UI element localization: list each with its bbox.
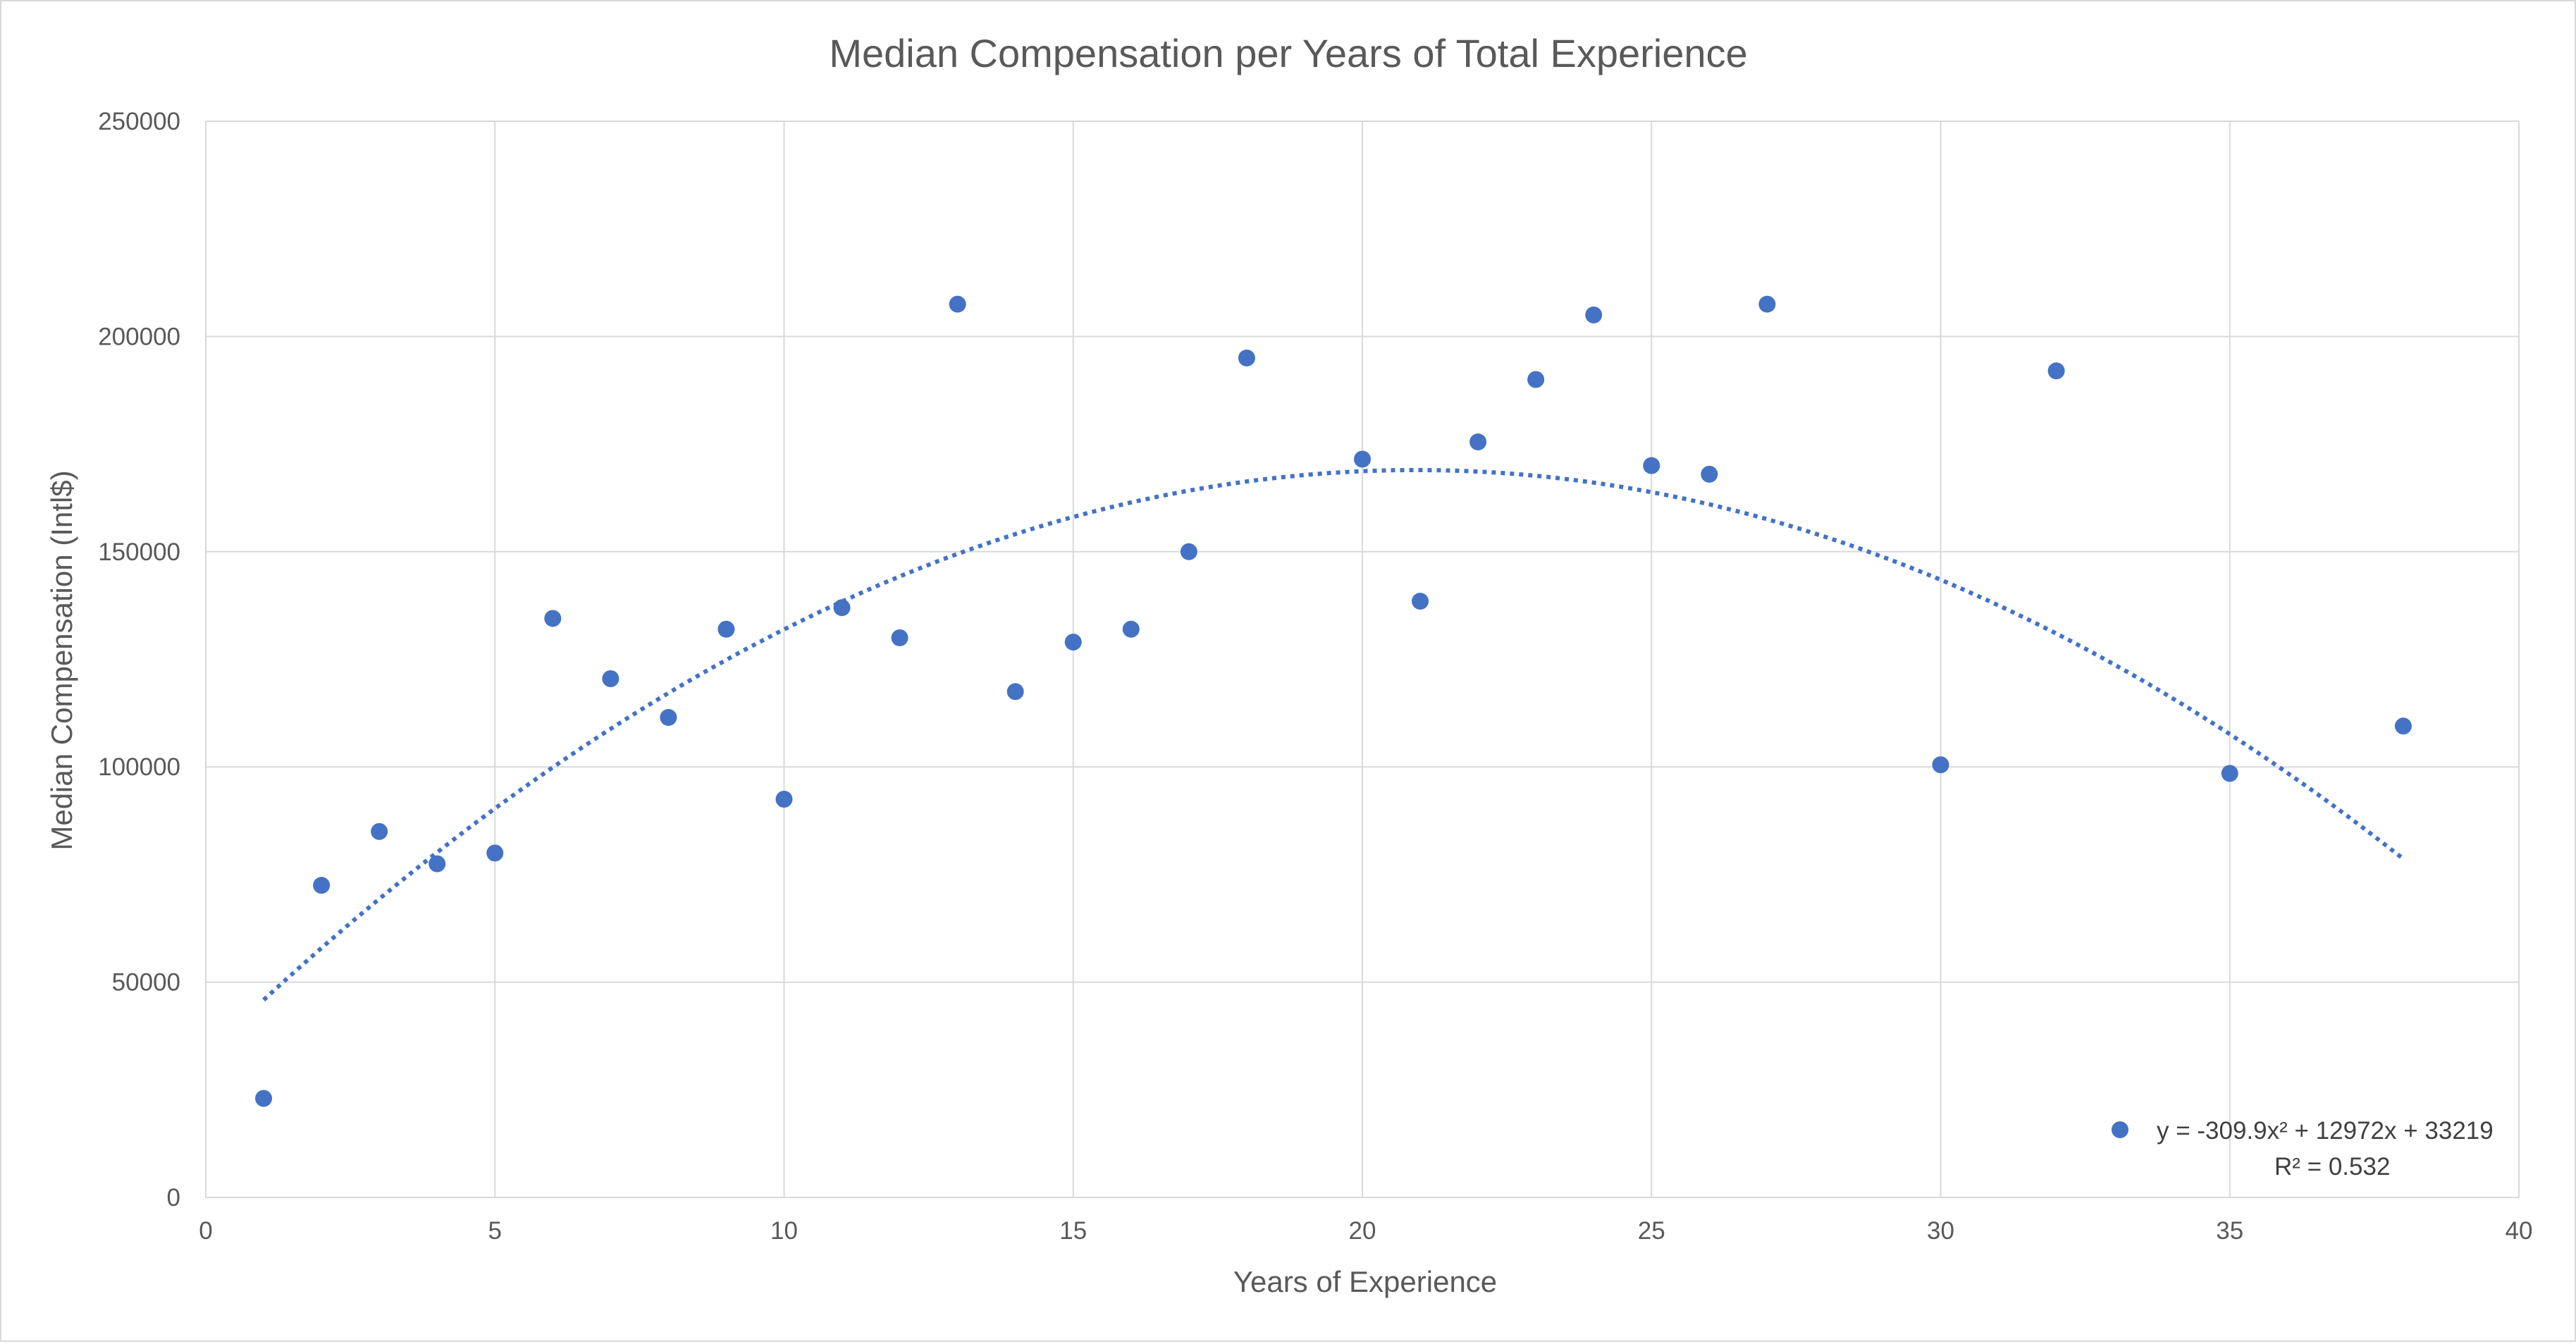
x-tick-label: 10: [770, 1217, 798, 1245]
legend-equation: y = -309.9x² + 12972x + 33219: [2157, 1117, 2494, 1145]
data-point: [313, 877, 331, 894]
data-point: [1527, 371, 1545, 388]
legend-r-squared: R² = 0.532: [2274, 1153, 2390, 1180]
legend: y = -309.9x² + 12972x + 33219 R² = 0.532: [2112, 1117, 2494, 1180]
legend-marker: [2112, 1121, 2128, 1138]
data-point: [1006, 683, 1024, 701]
data-point: [833, 599, 851, 617]
data-point: [255, 1090, 273, 1107]
x-tick-label: 30: [1927, 1217, 1954, 1245]
data-point: [949, 295, 966, 313]
data-point: [1643, 457, 1660, 474]
data-point: [1122, 620, 1140, 638]
x-tick-label: 5: [488, 1217, 502, 1245]
data-points: [255, 295, 2412, 1107]
trendline-layer: [262, 468, 2405, 1002]
x-tick-label: 25: [1638, 1217, 1665, 1245]
data-point: [486, 844, 504, 862]
data-point: [1469, 433, 1487, 451]
trendline: [262, 468, 2405, 1002]
data-point: [1180, 543, 1197, 560]
y-tick-label: 250000: [98, 108, 180, 135]
data-point: [1585, 306, 1603, 323]
y-tick-label: 150000: [98, 538, 180, 566]
data-point: [544, 610, 562, 627]
y-tick-label: 50000: [112, 969, 180, 997]
x-axis-tick-labels: 0 5 10 15 20 25 30 35 40: [199, 1217, 2532, 1245]
data-point: [1758, 295, 1776, 313]
data-point: [660, 708, 677, 726]
gridlines: [205, 121, 2520, 1198]
x-axis-title: Years of Experience: [1233, 1265, 1497, 1298]
y-axis-tick-labels: 0 50000 100000 150000 200000 250000: [98, 108, 180, 1212]
data-point: [775, 791, 793, 808]
data-point: [1701, 465, 1718, 483]
data-point: [429, 855, 446, 873]
data-point: [2221, 765, 2238, 782]
x-tick-label: 0: [199, 1217, 212, 1245]
data-point: [891, 629, 908, 646]
chart-title: Median Compensation per Years of Total E…: [829, 31, 1747, 75]
y-tick-label: 0: [167, 1184, 180, 1212]
data-point: [1932, 756, 1949, 774]
data-point: [371, 822, 388, 840]
y-tick-label: 100000: [98, 753, 180, 781]
data-point: [1064, 634, 1082, 651]
y-axis-title: Median Compensation (Intl$): [45, 470, 78, 850]
x-tick-label: 15: [1059, 1217, 1087, 1245]
data-point: [2047, 362, 2065, 380]
x-tick-label: 40: [2506, 1217, 2533, 1245]
data-point: [1354, 450, 1371, 468]
data-point: [1238, 349, 1255, 366]
x-tick-label: 20: [1349, 1217, 1376, 1245]
data-point: [1412, 593, 1429, 610]
y-tick-label: 200000: [98, 323, 180, 350]
data-point: [717, 620, 735, 638]
data-point: [602, 670, 620, 687]
x-tick-label: 35: [2216, 1217, 2243, 1245]
data-point: [2394, 717, 2412, 735]
